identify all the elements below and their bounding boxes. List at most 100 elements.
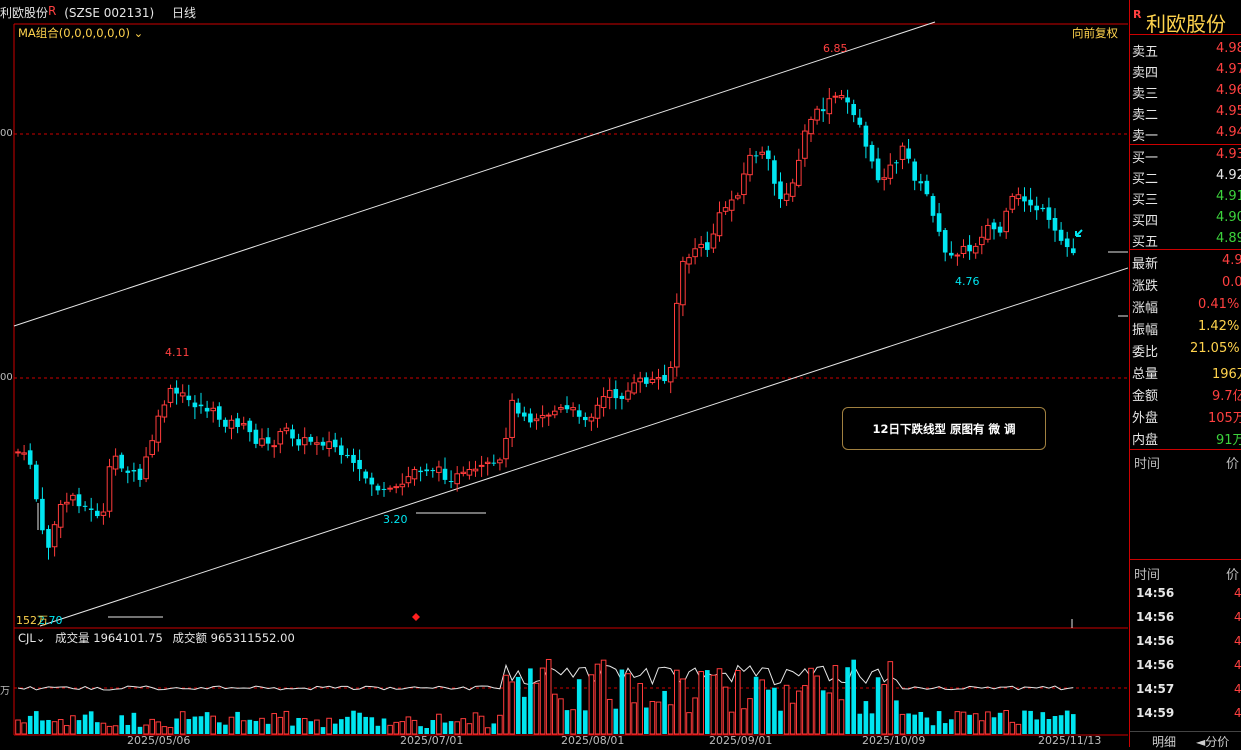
tab-price-dist[interactable]: ◄分价	[1196, 733, 1229, 750]
candle-body	[1058, 229, 1064, 241]
tab-arrow-icon: ◄	[1196, 735, 1206, 749]
label-start-volume: 152万	[16, 614, 48, 627]
candle-body	[972, 245, 979, 254]
channel-lower-line[interactable]	[39, 267, 1128, 627]
volume-bar	[149, 718, 155, 735]
volume-bar	[265, 723, 271, 734]
volume-bar	[991, 717, 997, 734]
bid-row-1[interactable]: 买一 4.93	[1130, 144, 1241, 166]
volume-bar	[564, 710, 570, 734]
ask-row-1[interactable]: 卖一 4.94	[1130, 122, 1241, 144]
bid-price: 4.90	[1216, 210, 1241, 225]
trade-tick-row[interactable]: 14:57 4	[1130, 678, 1241, 700]
volume-bar	[954, 711, 961, 735]
event-marker-icon[interactable]	[412, 613, 420, 621]
volume-bar	[167, 726, 174, 735]
stat-value: 105万	[1208, 411, 1241, 426]
candle-body	[838, 95, 845, 99]
candle-body	[357, 459, 362, 470]
candle-body	[369, 477, 375, 485]
volume-bar	[558, 698, 564, 735]
candle-body	[332, 439, 338, 448]
volume-bar	[131, 712, 137, 734]
label-start-low: 2.70	[38, 614, 63, 627]
stat-label: 振幅	[1132, 323, 1159, 338]
quote-stock-name: 利欧股份	[1146, 12, 1226, 36]
ask-row-4[interactable]: 卖四 4.97	[1130, 59, 1241, 81]
candle-body	[509, 399, 515, 438]
candle-body	[137, 468, 143, 480]
bid-row-5[interactable]: 买五 4.89	[1130, 228, 1241, 250]
period-selector[interactable]: 日线	[172, 6, 197, 20]
bid-row-2[interactable]: 买二 4.92	[1130, 165, 1241, 187]
candle-body	[46, 528, 51, 548]
candle-body	[436, 466, 442, 473]
stat-label: 外盘	[1132, 411, 1159, 426]
bid-label: 买四	[1132, 214, 1159, 229]
quote-panel-title: R 利欧股份	[1130, 4, 1241, 36]
stat-label: 内盘	[1132, 433, 1159, 448]
ask-row-5[interactable]: 卖五 4.98	[1130, 38, 1241, 60]
candle-body	[320, 441, 326, 446]
candle-body	[680, 260, 686, 306]
ask-price: 4.98	[1216, 41, 1241, 56]
adjust-mode-button[interactable]: 向前复权	[1072, 26, 1118, 40]
candle-body	[1046, 207, 1052, 220]
volume-bar	[259, 717, 265, 735]
candle-body	[88, 508, 94, 510]
tab-price-dist-label: 分价	[1205, 735, 1230, 749]
ma-indicator-selector[interactable]: MA组合(0,0,0,0,0,0) ⌄	[18, 25, 143, 41]
volume-bar	[552, 693, 558, 735]
candle-body	[131, 470, 137, 472]
candle-body	[271, 445, 277, 448]
ask-row-2[interactable]: 卖二 4.95	[1130, 101, 1241, 123]
volume-bar	[34, 711, 39, 734]
stat-outer: 外盘 105万	[1130, 404, 1241, 426]
stock-code: (SZSE 002131)	[64, 6, 155, 20]
volume-bar	[649, 700, 656, 735]
kline-chart[interactable]	[0, 0, 1128, 747]
time-header: 时间	[1134, 457, 1161, 472]
bid-row-3[interactable]: 买三 4.91	[1130, 186, 1241, 208]
ask-row-3[interactable]: 卖三 4.96	[1130, 80, 1241, 102]
volume-bar	[106, 725, 113, 735]
ask-label: 卖二	[1132, 108, 1159, 123]
volume-bar	[936, 711, 942, 734]
candle-body	[497, 459, 503, 464]
candle-body	[387, 487, 393, 490]
kline-chart-area[interactable]: 利欧股份R (SZSE 002131) 日线 MA组合(0,0,0,0,0,0)…	[0, 0, 1128, 747]
bid-price: 4.89	[1216, 231, 1241, 246]
volume-bar	[82, 714, 88, 734]
volume-bars	[15, 658, 1076, 735]
annotation-note[interactable]: 12日下跌线型 原图有 微 调	[842, 407, 1046, 450]
price-header: 价	[1226, 457, 1240, 472]
stock-name[interactable]: 利欧股份R	[0, 4, 56, 20]
volume-indicator-selector[interactable]: CJL⌄	[18, 631, 45, 645]
candle-body	[528, 413, 533, 423]
candle-body	[649, 378, 656, 383]
channel-upper-line[interactable]	[13, 21, 936, 327]
volume-bar	[454, 721, 460, 735]
candle-body	[1003, 210, 1010, 233]
candle-body	[967, 244, 972, 252]
chevron-down-icon: ⌄	[129, 26, 144, 40]
ask-price: 4.95	[1216, 104, 1241, 119]
candle-body	[411, 469, 418, 480]
candle-body	[808, 118, 814, 135]
trade-tick-row[interactable]: 14:59 4	[1130, 702, 1241, 724]
trade-tick-row[interactable]: 14:56 4	[1130, 630, 1241, 652]
candle-body	[667, 367, 674, 383]
volume-bar	[851, 659, 856, 734]
stat-value: 4.94	[1222, 253, 1241, 268]
volume-bar	[1071, 714, 1076, 734]
candle-body	[167, 387, 174, 403]
bid-row-4[interactable]: 买四 4.90	[1130, 207, 1241, 229]
candle-body	[112, 455, 119, 470]
tab-detail[interactable]: 明细	[1152, 735, 1177, 749]
trade-tick-row[interactable]: 14:56 4	[1130, 654, 1241, 676]
volume-bar	[820, 690, 826, 734]
candle-body	[259, 438, 265, 446]
candle-body	[594, 404, 601, 419]
trade-tick-row[interactable]: 14:56 4	[1130, 606, 1241, 628]
trade-tick-row[interactable]: 14:56 4	[1130, 582, 1241, 604]
